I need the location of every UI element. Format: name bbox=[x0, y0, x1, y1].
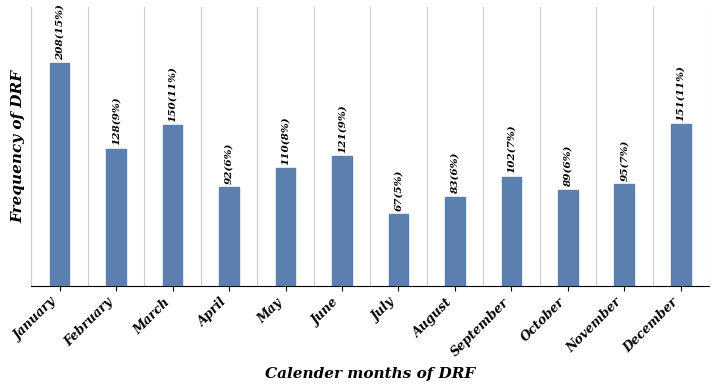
Text: 150(11%): 150(11%) bbox=[168, 66, 177, 122]
Text: 121(9%): 121(9%) bbox=[337, 104, 347, 153]
Text: 89(6%): 89(6%) bbox=[563, 146, 572, 187]
Text: 83(6%): 83(6%) bbox=[450, 152, 460, 194]
Bar bbox=[614, 184, 634, 286]
Text: 110(8%): 110(8%) bbox=[281, 116, 290, 165]
Text: 95(7%): 95(7%) bbox=[620, 139, 629, 181]
Text: 92(6%): 92(6%) bbox=[225, 143, 233, 184]
Text: 102(7%): 102(7%) bbox=[507, 125, 516, 173]
Bar bbox=[332, 156, 352, 286]
Y-axis label: Frequency of DRF: Frequency of DRF bbox=[12, 70, 26, 223]
Text: 151(11%): 151(11%) bbox=[677, 65, 685, 121]
Text: 128(9%): 128(9%) bbox=[112, 97, 120, 146]
Bar bbox=[558, 191, 578, 286]
Text: 208(15%): 208(15%) bbox=[55, 3, 64, 59]
Bar bbox=[276, 168, 296, 286]
Text: 67(5%): 67(5%) bbox=[394, 170, 403, 211]
Bar bbox=[219, 187, 239, 286]
Bar bbox=[49, 63, 69, 286]
Bar bbox=[163, 125, 183, 286]
Bar bbox=[671, 124, 691, 286]
Bar bbox=[389, 214, 408, 286]
Bar bbox=[106, 149, 126, 286]
Bar bbox=[501, 177, 521, 286]
Bar bbox=[445, 197, 465, 286]
X-axis label: Calender months of DRF: Calender months of DRF bbox=[265, 367, 475, 381]
